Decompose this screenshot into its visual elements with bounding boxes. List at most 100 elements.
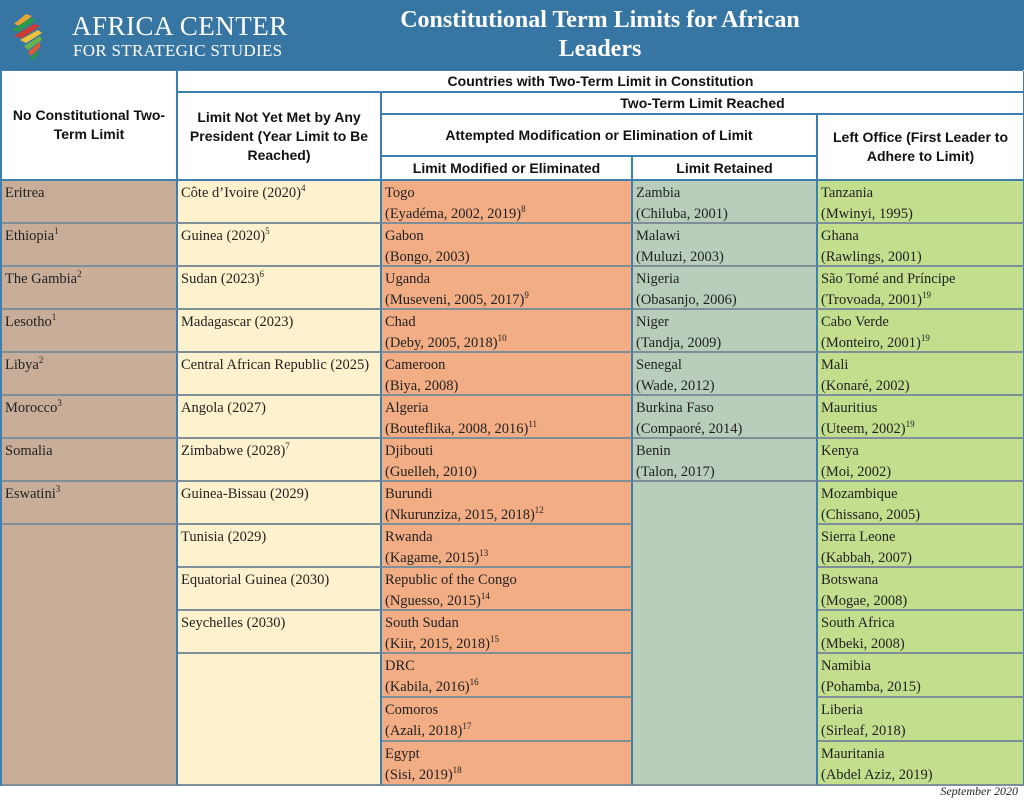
country-cell-not-yet-met: Guinea (2020)5 — [178, 224, 382, 267]
leader-detail: (Kabbah, 2007) — [821, 550, 913, 566]
leader-detail: (Bongo, 2003) — [385, 249, 470, 265]
leader-detail: (Abdel Aziz, 2019) — [821, 767, 933, 783]
leader-detail: (Compaoré, 2014) — [636, 421, 743, 437]
country-name: Morocco — [5, 400, 58, 416]
country-cell-not-yet-met: Sudan (2023)6 — [178, 267, 382, 310]
header-not-yet-met: Limit Not Yet Met by Any President (Year… — [178, 93, 382, 181]
africa-map-stripes-icon — [12, 14, 42, 61]
header-modified: Limit Modified or Eliminated — [382, 157, 633, 181]
footnote-marker: 11 — [528, 419, 538, 429]
country-cell-modified: Republic of the Congo (Nguesso, 2015)14 — [382, 568, 633, 611]
country-name: Ethiopia — [5, 228, 55, 244]
leader-detail: (Monteiro, 2001) — [821, 335, 921, 351]
country-name: Comoros — [385, 702, 439, 718]
footnote-marker: 19 — [920, 333, 930, 343]
leader-detail: (Deby, 2005, 2018) — [385, 335, 498, 351]
country-cell-retained: Nigeria (Obasanjo, 2006) — [633, 267, 818, 310]
leader-detail: (Chissano, 2005) — [821, 507, 921, 523]
country-name: Guinea (2020) — [181, 228, 266, 244]
country-name: Central African Republic (2025) — [181, 357, 370, 373]
footnote-marker: 5 — [265, 226, 270, 236]
leader-detail: (Talon, 2017) — [636, 464, 715, 480]
footnote-marker: 19 — [905, 419, 915, 429]
empty-cell — [2, 525, 178, 786]
footnote-marker: 12 — [534, 505, 544, 515]
country-name: Tanzania — [821, 185, 874, 201]
country-name: Niger — [636, 314, 670, 330]
country-name: Gabon — [385, 228, 424, 244]
country-name: Uganda — [385, 271, 431, 287]
page-title: Constitutional Term Limits for African L… — [400, 7, 800, 62]
country-name: Tunisia (2029) — [181, 529, 267, 545]
country-cell-left-office: Tanzania (Mwinyi, 1995) — [818, 181, 1024, 224]
leader-detail: (Obasanjo, 2006) — [636, 292, 737, 308]
country-cell-not-yet-met: Angola (2027) — [178, 396, 382, 439]
country-cell-modified: Egypt (Sisi, 2019)18 — [382, 742, 633, 786]
org-subtitle: FOR STRATEGIC STUDIES — [73, 41, 283, 60]
leader-detail: (Biya, 2008) — [385, 378, 459, 394]
footnote-marker: 13 — [479, 548, 489, 558]
footnote-marker: 2 — [77, 269, 82, 279]
leader-detail: (Uteem, 2002) — [821, 421, 906, 437]
country-name: Ghana — [821, 228, 859, 244]
country-cell-left-office: Cabo Verde (Monteiro, 2001)19 — [818, 310, 1024, 353]
country-name: Guinea-Bissau (2029) — [181, 486, 309, 502]
leader-detail: (Azali, 2018) — [385, 723, 463, 739]
country-name: Djibouti — [385, 443, 434, 459]
footnote-marker: 8 — [521, 204, 526, 214]
leader-detail: (Bouteflika, 2008, 2016) — [385, 421, 529, 437]
country-name: Equatorial Guinea (2030) — [181, 572, 330, 588]
footnote-marker: 3 — [55, 484, 61, 494]
country-name: Côte d’Ivoire (2020) — [181, 185, 301, 201]
africa-center-logo: AFRICA CENTER FOR STRATEGIC STUDIES — [10, 8, 310, 62]
footnote-marker: 2 — [38, 355, 44, 365]
country-name: South Africa — [821, 615, 895, 631]
country-cell-retained: Niger (Tandja, 2009) — [633, 310, 818, 353]
header-two-term-group: Countries with Two-Term Limit in Constit… — [178, 71, 1024, 93]
org-name: AFRICA CENTER — [72, 11, 288, 41]
country-cell-modified: Uganda (Museveni, 2005, 2017)9 — [382, 267, 633, 310]
leader-detail: (Chiluba, 2001) — [636, 206, 728, 222]
leader-detail: (Eyadéma, 2002, 2019) — [385, 206, 522, 222]
footnote-marker: 10 — [497, 333, 507, 343]
country-name: Mozambique — [821, 486, 898, 502]
header-attempted: Attempted Modification or Elimination of… — [382, 115, 818, 157]
country-name: Madagascar (2023) — [181, 314, 294, 330]
country-name: São Tomé and Príncipe — [821, 271, 956, 287]
empty-cell — [633, 482, 818, 786]
header-no-limit: No Constitutional Two-Term Limit — [2, 71, 178, 181]
country-name: Senegal — [636, 357, 682, 373]
leader-detail: (Muluzi, 2003) — [636, 249, 724, 265]
country-cell-modified: Burundi (Nkurunziza, 2015, 2018)12 — [382, 482, 633, 525]
country-cell-modified: Comoros (Azali, 2018)17 — [382, 698, 633, 742]
country-name: Cameroon — [385, 357, 446, 373]
country-name: Cabo Verde — [821, 314, 889, 330]
country-name: Mauritius — [821, 400, 878, 416]
country-cell-left-office: Mauritania (Abdel Aziz, 2019) — [818, 742, 1024, 786]
header-retained: Limit Retained — [633, 157, 818, 181]
country-name: Liberia — [821, 702, 863, 718]
country-cell-modified: South Sudan (Kiir, 2015, 2018)15 — [382, 611, 633, 654]
country-cell-not-yet-met: Madagascar (2023) — [178, 310, 382, 353]
footnote-marker: 6 — [259, 269, 265, 279]
country-cell-not-yet-met: Tunisia (2029) — [178, 525, 382, 568]
country-cell-left-office: Mozambique (Chissano, 2005) — [818, 482, 1024, 525]
leader-detail: (Mwinyi, 1995) — [821, 206, 913, 222]
country-name: Botswana — [821, 572, 879, 588]
country-cell-modified: Djibouti (Guelleh, 2010) — [382, 439, 633, 482]
leader-detail: (Tandja, 2009) — [636, 335, 722, 351]
country-name: Namibia — [821, 658, 871, 674]
country-name: The Gambia — [5, 271, 78, 287]
country-name: South Sudan — [385, 615, 459, 631]
country-cell-left-office: São Tomé and Príncipe (Trovoada, 2001)19 — [818, 267, 1024, 310]
country-cell-not-yet-met: Côte d’Ivoire (2020)4 — [178, 181, 382, 224]
leader-detail: (Sisi, 2019) — [385, 767, 453, 783]
country-cell-not-yet-met: Equatorial Guinea (2030) — [178, 568, 382, 611]
country-cell-modified: Cameroon (Biya, 2008) — [382, 353, 633, 396]
leader-detail: (Nguesso, 2015) — [385, 593, 481, 609]
country-name: Rwanda — [385, 529, 433, 545]
footnote-marker: 17 — [462, 721, 472, 731]
footnote-marker: 7 — [285, 441, 290, 451]
country-name: Eritrea — [5, 185, 45, 201]
